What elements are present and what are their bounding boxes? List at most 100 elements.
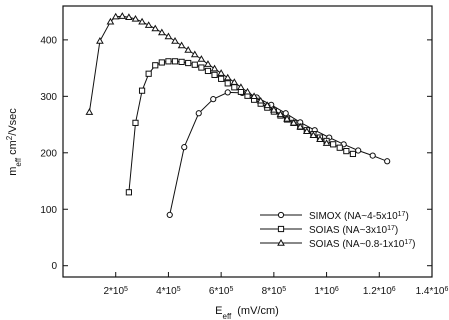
x-tick-label: 6*105 xyxy=(209,286,234,298)
legend-label-soias-3-tail: ) xyxy=(395,225,398,236)
data-point-triangle xyxy=(223,73,232,81)
y-axis-unit: cm xyxy=(7,140,19,155)
data-point-square xyxy=(198,64,205,71)
legend-marker-triangle xyxy=(277,238,285,246)
x-axis-ticks: 2*105 4*105 6*105 8*105 1*106 1.2*106 1.4*106 xyxy=(103,272,449,298)
data-point-triangle xyxy=(250,92,258,100)
data-point-triangle xyxy=(276,110,285,118)
series-layer xyxy=(85,12,391,218)
data-point-square xyxy=(336,144,343,151)
data-point-triangle xyxy=(283,114,291,122)
y-tick-label: 100 xyxy=(40,205,57,216)
data-point-triangle xyxy=(296,122,305,130)
data-point-circle xyxy=(224,89,231,96)
data-point-triangle xyxy=(316,135,324,142)
data-point-circle xyxy=(181,144,188,151)
y-axis-symbol-sub: eff xyxy=(14,157,23,167)
y-tick-label: 0 xyxy=(51,261,57,272)
data-point-square xyxy=(211,71,218,78)
data-point-circle xyxy=(369,152,376,159)
x-axis-symbol-sub: eff xyxy=(223,312,233,320)
y-tick-label: 300 xyxy=(40,92,57,103)
y-axis-symbol: m xyxy=(7,167,19,176)
x-axis-unit: (mV/cm) xyxy=(237,305,279,317)
data-point-triangle xyxy=(217,69,226,76)
data-point-square xyxy=(138,87,146,94)
data-point-square xyxy=(185,59,192,67)
legend-marker-square xyxy=(277,225,285,233)
series-2 xyxy=(125,58,357,196)
data-point-triangle xyxy=(85,108,94,115)
series-line xyxy=(169,91,388,216)
data-point-triangle xyxy=(263,101,272,109)
svg-text:SOIAS (NA~3x1017): SOIAS (NA~3x1017) xyxy=(309,225,398,237)
x-axis-title: Eeff (mV/cm) xyxy=(215,305,279,320)
data-point-square xyxy=(218,75,225,82)
data-point-triangle xyxy=(256,96,265,104)
legend-label-soias-08-tail: ) xyxy=(412,239,415,250)
x-tick-label: 1*106 xyxy=(314,286,339,298)
data-point-triangle xyxy=(243,87,252,95)
data-point-square xyxy=(165,58,172,65)
legend-item-simox: SIMOX (NA~4-5x1017) xyxy=(260,211,409,223)
y-axis-title: meff cm2/Vsec xyxy=(5,108,23,176)
legend-label-soias-3: SOIAS (NA~3x10 xyxy=(309,225,388,236)
data-point-square xyxy=(191,61,198,68)
data-point-circle xyxy=(210,96,217,103)
data-point-triangle xyxy=(111,12,120,20)
legend-label-soias-08-sup: 17 xyxy=(404,239,412,246)
x-tick-label: 2*105 xyxy=(103,286,128,298)
data-point-square xyxy=(224,80,231,87)
plot-frame xyxy=(62,5,433,278)
data-point-circle xyxy=(282,110,289,117)
svg-text:SIMOX (NA~4-5x1017): SIMOX (NA~4-5x1017) xyxy=(309,211,409,223)
data-point-triangle xyxy=(289,118,298,126)
x-tick-label: 1.4*106 xyxy=(416,286,449,298)
data-point-circle xyxy=(166,211,173,218)
data-point-triangle xyxy=(322,139,331,146)
x-tick-label: 8*105 xyxy=(262,286,287,298)
data-point-triangle xyxy=(197,55,206,62)
y-tick-label: 400 xyxy=(40,35,57,46)
data-point-square xyxy=(158,59,165,66)
legend-label-simox-tail: ) xyxy=(405,211,408,222)
data-point-triangle xyxy=(302,127,311,135)
data-point-triangle xyxy=(118,12,127,19)
y-axis-unit-tail: /Vsec xyxy=(7,108,19,136)
data-point-square xyxy=(125,189,132,196)
data-point-triangle xyxy=(96,37,104,44)
legend-label-simox-sup: 17 xyxy=(398,211,406,218)
data-point-triangle xyxy=(210,64,219,72)
data-point-square xyxy=(171,58,179,65)
legend-marker-circle xyxy=(277,211,285,219)
data-point-square xyxy=(231,84,238,91)
data-point-square xyxy=(178,58,185,65)
data-point-square xyxy=(330,141,337,148)
y-axis-ticks: 0 100 200 300 400 xyxy=(40,35,432,272)
data-point-square xyxy=(204,67,212,75)
data-point-triangle xyxy=(190,50,199,58)
data-point-circle xyxy=(384,158,391,165)
data-point-circle xyxy=(355,147,362,154)
data-point-triangle xyxy=(309,131,318,138)
data-point-square xyxy=(343,147,350,155)
x-tick-label: 4*105 xyxy=(156,286,181,298)
series-3 xyxy=(85,12,331,146)
x-tick-label: 1.2*106 xyxy=(363,286,396,298)
data-point-triangle xyxy=(237,83,245,90)
data-point-triangle xyxy=(151,24,160,32)
data-point-triangle xyxy=(171,37,179,44)
y-tick-label: 200 xyxy=(40,148,57,159)
legend-label-simox: SIMOX (NA~4-5x10 xyxy=(309,211,398,222)
data-point-triangle xyxy=(125,13,133,20)
data-point-triangle xyxy=(157,28,166,36)
data-point-triangle xyxy=(138,17,146,25)
data-point-triangle xyxy=(269,105,278,113)
series-1 xyxy=(166,89,391,218)
x-axis-symbol: E xyxy=(215,305,222,317)
data-point-triangle xyxy=(106,17,115,25)
data-point-triangle xyxy=(144,21,153,28)
data-point-square xyxy=(132,119,139,126)
legend-label-soias-08: SOIAS (NA~0.8-1x10 xyxy=(309,239,405,250)
